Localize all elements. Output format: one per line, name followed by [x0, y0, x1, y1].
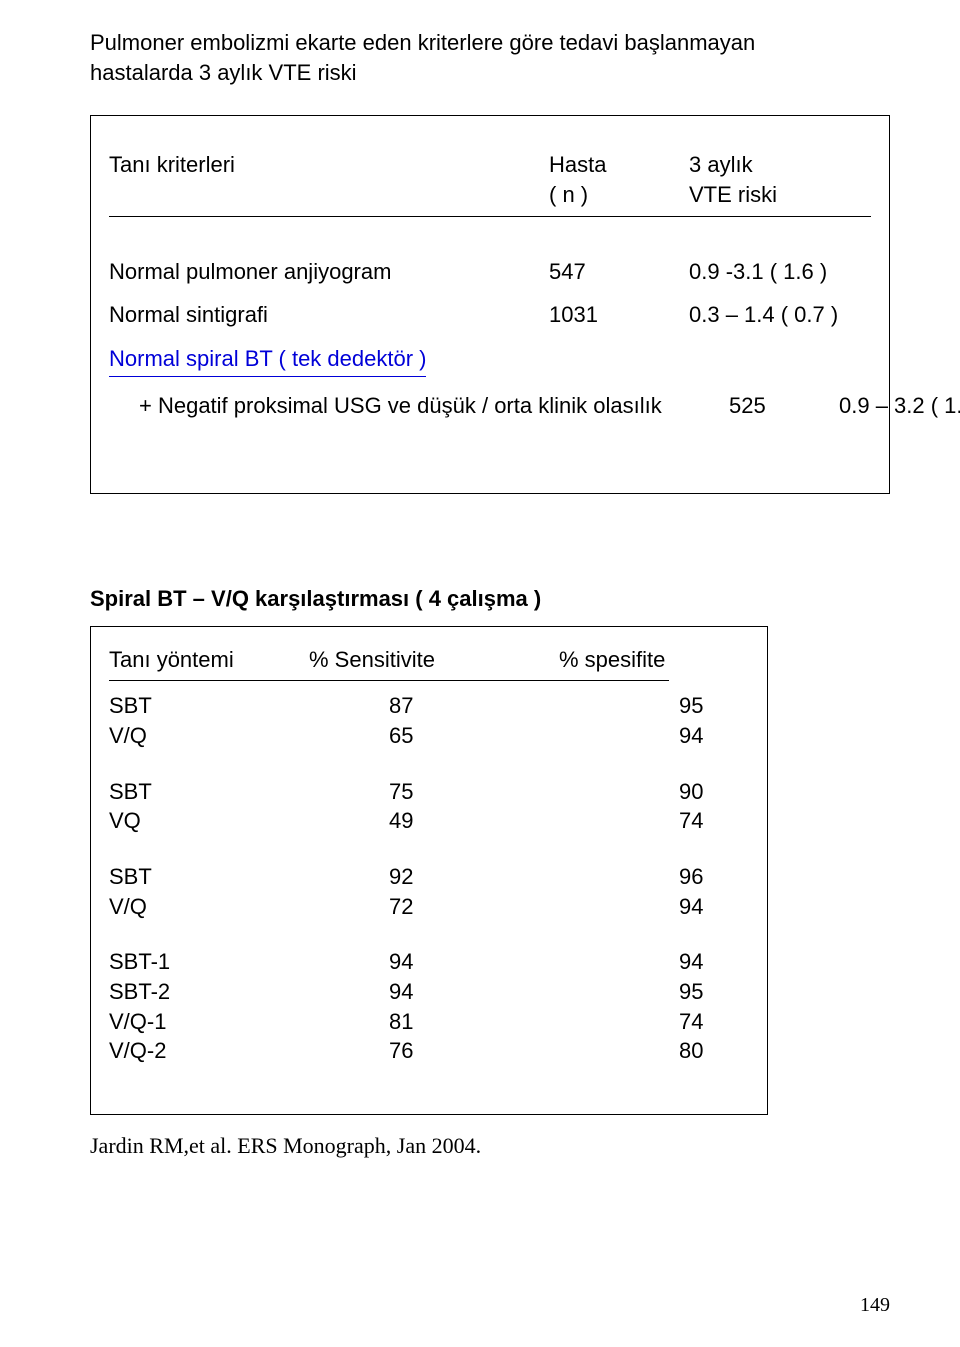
table1-r1-label: Normal pulmoner anjiyogram [109, 257, 549, 287]
table1-r3-label: Normal spiral BT ( tek dedektör ) [109, 344, 549, 377]
table2-cell-spec: 94 [639, 721, 849, 751]
page: Pulmoner embolizmi ekarte eden kriterler… [0, 0, 960, 1347]
table1-hdr-n-l1: Hasta [549, 152, 606, 177]
table1-r3-risk [689, 344, 889, 377]
table1-hdr-n-l2: ( n ) [549, 182, 588, 207]
table2-cell-label: VQ [109, 806, 309, 836]
table1-r4-risk: 0.9 – 3.2 ( 1.7 ) [839, 391, 960, 421]
table2-row: SBT-1 94 94 [109, 947, 749, 977]
citation: Jardin RM,et al. ERS Monograph, Jan 2004… [90, 1133, 890, 1159]
table1-box: Tanı kriterleri Hasta ( n ) 3 aylık VTE … [90, 115, 890, 493]
table2-cell-sens: 94 [309, 947, 639, 977]
table2-cell-sens: 75 [309, 777, 639, 807]
table2-row: SBT 92 96 [109, 862, 749, 892]
table2-cell-spec: 95 [639, 977, 849, 1007]
table1-r2-risk: 0.3 – 1.4 ( 0.7 ) [689, 300, 889, 330]
table1-hdr-label: Tanı kriterleri [109, 150, 549, 209]
table2-cell-sens: 72 [309, 892, 639, 922]
table1-hdr-risk-l2: VTE riski [689, 182, 777, 207]
table2-cell-spec: 94 [639, 892, 849, 922]
table1-row-4: + Negatif proksimal USG ve düşük / orta … [109, 391, 871, 421]
table2-cell-spec: 95 [639, 691, 849, 721]
table1-hdr-risk: 3 aylık VTE riski [689, 150, 889, 209]
table2-row: SBT 75 90 [109, 777, 749, 807]
table2-cell-sens: 81 [309, 1007, 639, 1037]
table2-cell-label: V/Q [109, 892, 309, 922]
table2-hdr-spec: % spesifite [559, 645, 729, 675]
table2-row: VQ 49 74 [109, 806, 749, 836]
table2-cell-sens: 87 [309, 691, 639, 721]
table2-cell-spec: 96 [639, 862, 849, 892]
table1-r4-n: 525 [729, 391, 839, 421]
table1-row-1: Normal pulmoner anjiyogram 547 0.9 -3.1 … [109, 257, 871, 287]
table2-cell-spec: 94 [639, 947, 849, 977]
table2-rule [109, 680, 669, 681]
table1-rule [109, 216, 871, 217]
table2-cell-label: SBT [109, 862, 309, 892]
table2-box: Tanı yöntemi % Sensitivite % spesifite S… [90, 626, 768, 1116]
table2-title: Spiral BT – V/Q karşılaştırması ( 4 çalı… [90, 586, 890, 612]
table2-cell-sens: 94 [309, 977, 639, 1007]
table2-cell-label: V/Q-1 [109, 1007, 309, 1037]
table1-r1-risk: 0.9 -3.1 ( 1.6 ) [689, 257, 889, 287]
page-number: 149 [860, 1294, 890, 1317]
page-title: Pulmoner embolizmi ekarte eden kriterler… [90, 28, 890, 87]
table2-header: Tanı yöntemi % Sensitivite % spesifite [109, 645, 749, 675]
table1-header: Tanı kriterleri Hasta ( n ) 3 aylık VTE … [109, 150, 871, 209]
title-line-2: hastalarda 3 aylık VTE riski [90, 60, 357, 85]
table2-row: SBT 87 95 [109, 691, 749, 721]
table1-r2-n: 1031 [549, 300, 689, 330]
table2-cell-sens: 49 [309, 806, 639, 836]
table1-row-2: Normal sintigrafi 1031 0.3 – 1.4 ( 0.7 ) [109, 300, 871, 330]
table1-hdr-risk-l1: 3 aylık [689, 152, 753, 177]
table2-hdr-label: Tanı yöntemi [109, 645, 309, 675]
table2-cell-sens: 76 [309, 1036, 639, 1066]
table2-cell-label: V/Q-2 [109, 1036, 309, 1066]
table2-cell-label: SBT [109, 777, 309, 807]
table2-row: SBT-2 94 95 [109, 977, 749, 1007]
table1-row-3: Normal spiral BT ( tek dedektör ) [109, 344, 871, 377]
table1-r2-label: Normal sintigrafi [109, 300, 549, 330]
table2-cell-sens: 65 [309, 721, 639, 751]
table1-r4-label: + Negatif proksimal USG ve düşük / orta … [109, 391, 729, 421]
table1-r1-n: 547 [549, 257, 689, 287]
table2-cell-sens: 92 [309, 862, 639, 892]
table1-hdr-n: Hasta ( n ) [549, 150, 689, 209]
table2-cell-label: SBT [109, 691, 309, 721]
table1-r3-n [549, 344, 689, 377]
table2-cell-spec: 90 [639, 777, 849, 807]
table2-cell-label: V/Q [109, 721, 309, 751]
table2-cell-spec: 74 [639, 806, 849, 836]
title-line-1: Pulmoner embolizmi ekarte eden kriterler… [90, 30, 755, 55]
table2-hdr-sens: % Sensitivite [309, 645, 559, 675]
table2-cell-label: SBT-1 [109, 947, 309, 977]
table2-row: V/Q 65 94 [109, 721, 749, 751]
table2-row: V/Q-2 76 80 [109, 1036, 749, 1066]
table1-r3-underline: Normal spiral BT ( tek dedektör ) [109, 344, 426, 377]
table2-row: V/Q 72 94 [109, 892, 749, 922]
table2-cell-label: SBT-2 [109, 977, 309, 1007]
table2-row: V/Q-1 81 74 [109, 1007, 749, 1037]
table2-cell-spec: 74 [639, 1007, 849, 1037]
table2-cell-spec: 80 [639, 1036, 849, 1066]
